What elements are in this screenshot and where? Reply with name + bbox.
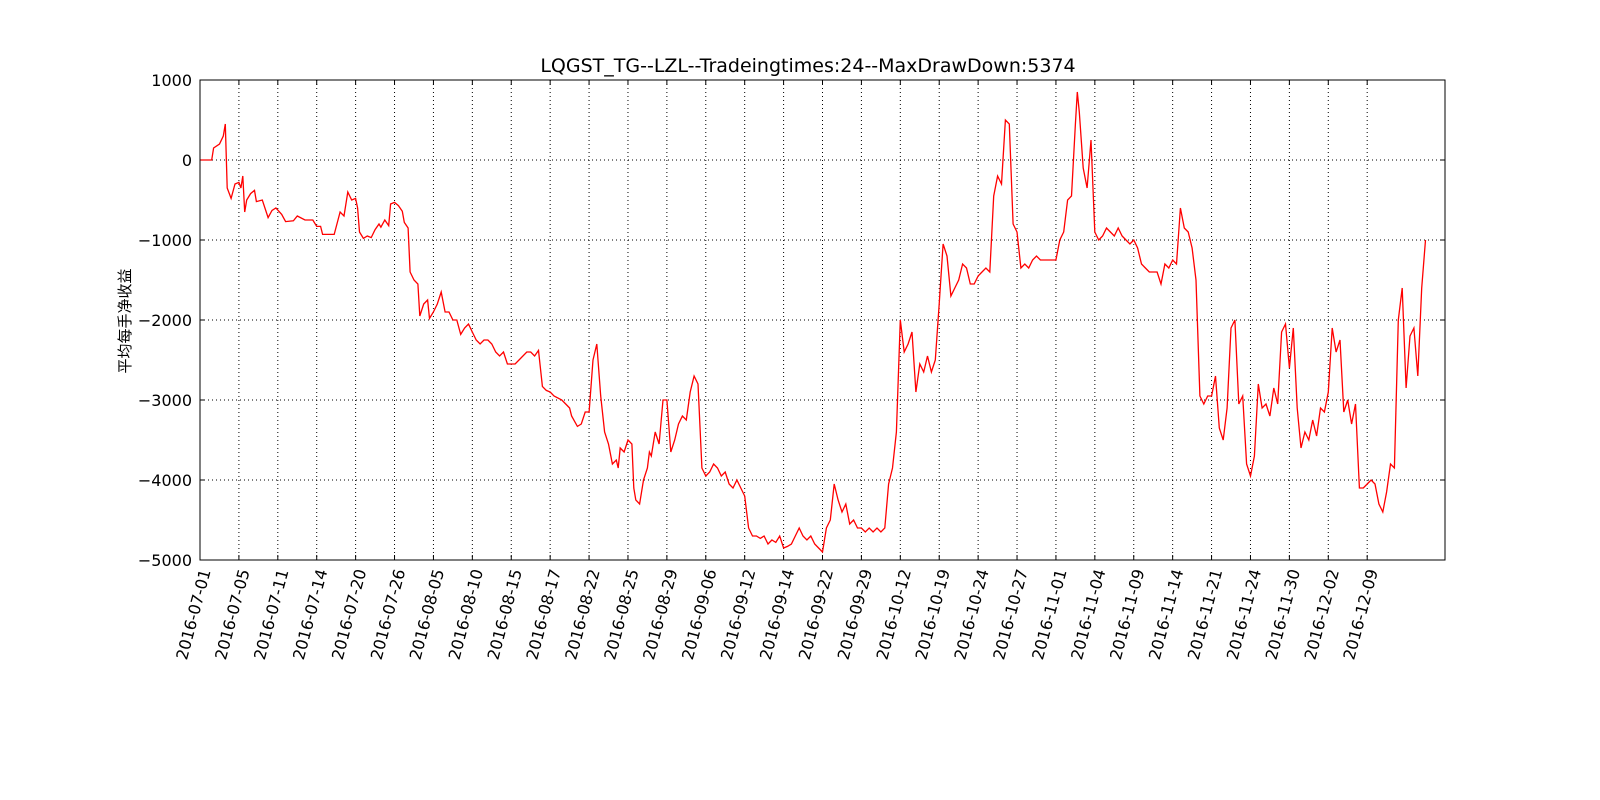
x-tick-label: 2016-08-25 [600, 567, 642, 662]
x-tick-label: 2016-07-26 [367, 567, 409, 662]
x-tick-label: 2016-11-01 [1028, 567, 1070, 662]
y-tick-label: 1000 [151, 71, 192, 90]
x-tick-label: 2016-12-09 [1339, 567, 1381, 662]
chart-title: LQGST_TG--LZL--Tradeingtimes:24--MaxDraw… [540, 55, 1075, 77]
x-tick-label: 2016-07-01 [172, 567, 214, 662]
y-axis-ticks: 1000 0 −1000 −2000 −3000 −4000 −5000 [138, 71, 1445, 570]
x-tick-label: 2016-09-14 [756, 567, 798, 662]
x-axis-ticks: 2016-07-012016-07-052016-07-112016-07-14… [172, 80, 1382, 662]
x-tick-label: 2016-08-05 [406, 567, 448, 662]
x-tick-label: 2016-07-05 [211, 567, 253, 662]
y-tick-label: −5000 [138, 551, 192, 570]
x-tick-label: 2016-10-19 [911, 567, 953, 662]
y-axis-label: 平均每手净收益 [116, 268, 134, 373]
y-tick-label: 0 [182, 151, 192, 170]
x-tick-label: 2016-09-29 [834, 567, 876, 662]
x-tick-label: 2016-10-27 [989, 567, 1031, 662]
series-line-0 [200, 91, 1427, 554]
x-tick-label: 2016-11-30 [1262, 567, 1304, 662]
plot-frame [199, 79, 1446, 561]
x-tick-label: 2016-08-22 [561, 567, 603, 662]
y-tick-label: −1000 [138, 231, 192, 250]
y-tick-label: −3000 [138, 391, 192, 410]
x-tick-label: 2016-11-04 [1067, 567, 1109, 662]
x-tick-label: 2016-12-02 [1301, 567, 1343, 662]
y-tick-label: −4000 [138, 471, 192, 490]
series-layer [200, 91, 1427, 554]
x-tick-label: 2016-10-24 [950, 567, 992, 662]
x-tick-label: 2016-09-06 [678, 567, 720, 662]
x-tick-label: 2016-09-12 [717, 567, 759, 662]
x-tick-label: 2016-08-29 [639, 567, 681, 662]
x-tick-label: 2016-11-24 [1223, 567, 1265, 662]
x-tick-label: 2016-07-20 [328, 567, 370, 662]
y-tick-label: −2000 [138, 311, 192, 330]
grid [200, 80, 1445, 560]
x-tick-label: 2016-08-10 [445, 567, 487, 662]
x-tick-label: 2016-08-15 [484, 567, 526, 662]
x-tick-label: 2016-11-14 [1145, 567, 1187, 662]
x-tick-label: 2016-07-14 [289, 567, 331, 662]
x-tick-label: 2016-07-11 [250, 567, 292, 662]
x-tick-label: 2016-10-12 [873, 567, 915, 662]
x-tick-label: 2016-09-22 [795, 567, 837, 662]
x-tick-label: 2016-11-21 [1184, 567, 1226, 662]
x-tick-label: 2016-11-09 [1106, 567, 1148, 662]
x-tick-label: 2016-08-17 [522, 567, 564, 662]
